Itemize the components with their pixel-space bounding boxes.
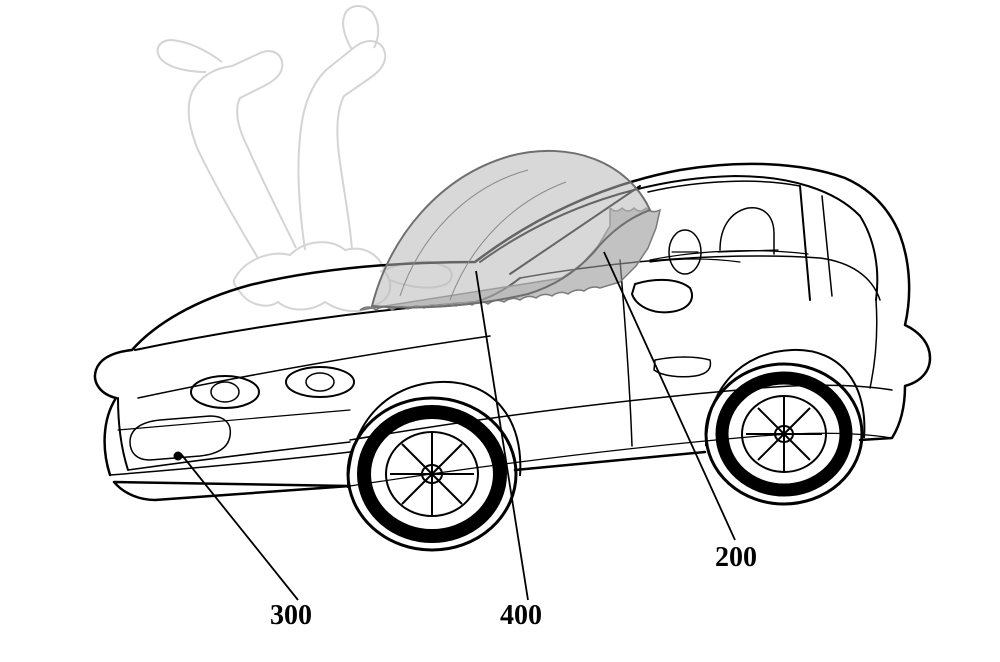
callout-300: 300 — [270, 600, 312, 632]
callout-200: 200 — [715, 542, 757, 574]
external-airbag — [360, 151, 660, 310]
car-pedestrian-airbag-diagram — [0, 0, 1000, 662]
rear-wheel — [706, 350, 864, 504]
callout-400: 400 — [500, 600, 542, 632]
bumper-sensor-dot — [174, 452, 183, 461]
front-wheel — [348, 382, 520, 550]
figure-canvas: 200 300 400 — [0, 0, 1000, 662]
